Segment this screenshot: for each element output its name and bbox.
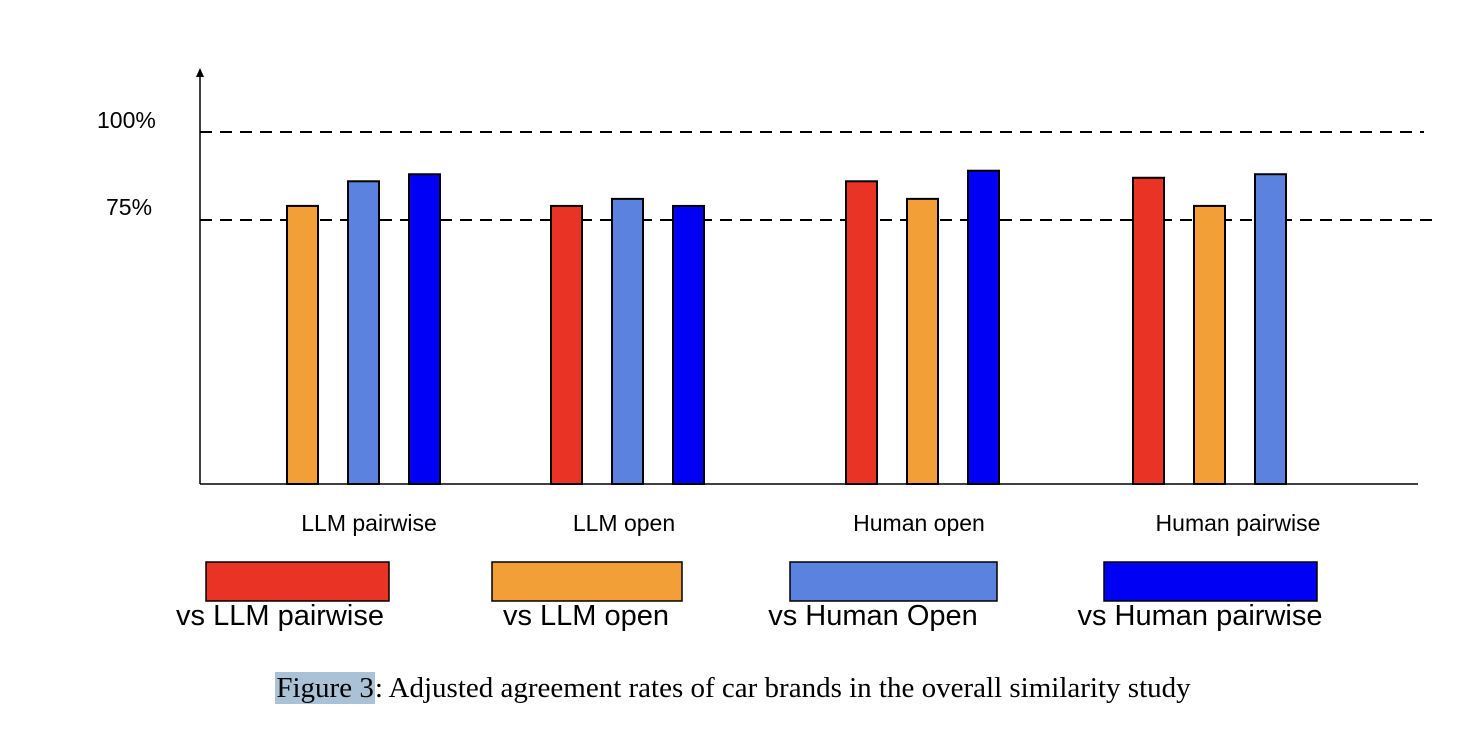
bar-human-open-vs-human-pairwise — [967, 169, 1000, 485]
category-label-human-open: Human open — [853, 510, 985, 536]
caption-text: : Adjusted agreement rates of car brands… — [374, 672, 1191, 704]
bar-human-pairwise-vs-human-open — [1254, 173, 1287, 486]
legend-label-vs-llm-open: vs LLM open — [503, 600, 669, 632]
y-tick-label-75: 75% — [106, 194, 152, 220]
legend-label-vs-human-open: vs Human Open — [768, 600, 978, 632]
category-label-llm-open: LLM open — [573, 510, 675, 536]
bar-llm-open-vs-llm-pairwise — [550, 204, 583, 485]
bar-llm-open-vs-human-open — [611, 197, 644, 485]
legend-swatch-vs-human-open — [789, 561, 998, 602]
y-tick-label-100: 100% — [97, 107, 156, 133]
bars-group — [286, 169, 1287, 486]
bar-llm-pairwise-vs-human-open — [347, 180, 380, 485]
legend-swatch-vs-llm-pairwise — [205, 561, 390, 602]
legend-label-vs-llm-pairwise: vs LLM pairwise — [176, 600, 384, 632]
bar-llm-pairwise-vs-llm-open — [286, 204, 319, 485]
bar-human-pairwise-vs-llm-open — [1193, 204, 1226, 485]
bar-human-open-vs-llm-pairwise — [845, 180, 878, 485]
category-label-llm-pairwise: LLM pairwise — [301, 510, 437, 536]
bar-llm-open-vs-human-pairwise — [672, 204, 705, 485]
y-axis-arrow-icon — [196, 68, 204, 77]
bar-llm-pairwise-vs-human-pairwise — [408, 173, 441, 486]
bar-human-open-vs-llm-open — [906, 197, 939, 485]
legend-swatch-vs-human-pairwise — [1103, 561, 1318, 602]
figure-label: Figure 3 — [275, 672, 375, 704]
category-label-human-pairwise: Human pairwise — [1156, 510, 1321, 536]
bar-human-pairwise-vs-llm-pairwise — [1132, 176, 1165, 485]
legend-label-vs-human-pairwise: vs Human pairwise — [1078, 600, 1323, 632]
legend-swatch-vs-llm-open — [491, 561, 683, 602]
bar-chart: 100% 75% LLM pairwise LLM open Human ope… — [97, 68, 1438, 632]
figure-caption: Figure 3: Adjusted agreement rates of ca… — [0, 672, 1466, 705]
